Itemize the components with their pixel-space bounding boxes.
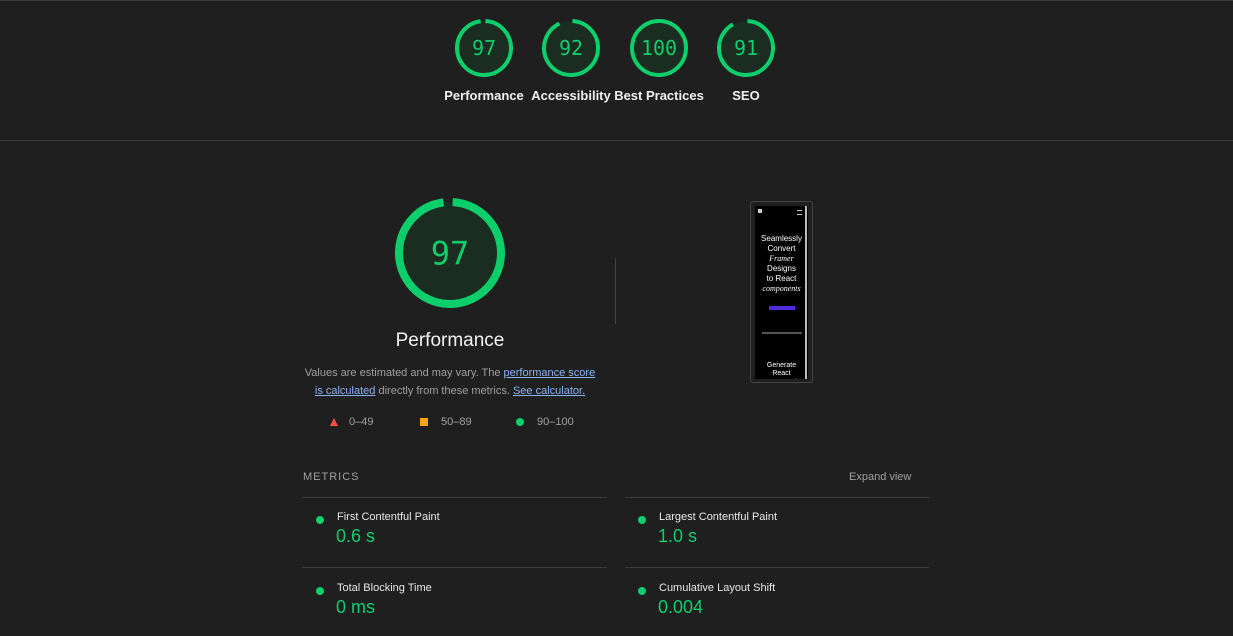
category-gauge-seo[interactable]: 91 SEO — [701, 18, 791, 105]
pass-circle-icon — [316, 516, 324, 524]
legend-pass: 90–100 — [515, 416, 574, 428]
screenshot-content: Seamlessly Convert Framer Designs to Rea… — [755, 206, 808, 379]
cta-button — [768, 306, 795, 310]
performance-score-link[interactable]: performance score is calculated — [314, 367, 596, 397]
metrics-heading: METRICS — [303, 471, 360, 483]
performance-description: Values are estimated and may vary. The p… — [304, 367, 596, 397]
divider — [625, 497, 929, 498]
category-label: Best Practices — [614, 88, 704, 103]
category-label: Performance — [444, 88, 524, 103]
scrollbar — [805, 206, 807, 379]
divider — [625, 567, 929, 568]
svg-text:100: 100 — [641, 36, 677, 60]
legend-fail: 0–49 — [329, 416, 373, 428]
category-label: SEO — [732, 88, 760, 103]
logo-icon — [758, 209, 762, 213]
pass-circle-icon — [638, 587, 646, 595]
category-label: Accessibility — [531, 88, 611, 103]
top-divider — [0, 0, 1233, 1]
triangle-icon — [330, 418, 338, 426]
gauge-arc — [717, 19, 775, 77]
header-divider — [0, 140, 1233, 141]
pass-circle-icon — [316, 587, 324, 595]
see-calculator-link[interactable]: See calculator. — [512, 385, 586, 397]
circle-icon — [516, 418, 524, 426]
category-gauge-best-practices[interactable]: 100 Best Practices — [614, 18, 704, 105]
menu-icon — [797, 210, 802, 215]
legend-average: 50–89 — [419, 416, 472, 428]
performance-gauge: 97 — [395, 197, 505, 313]
pass-circle-icon — [638, 516, 646, 524]
svg-text:97: 97 — [472, 36, 496, 60]
divider — [302, 497, 607, 498]
svg-text:97: 97 — [431, 235, 470, 273]
svg-text:91: 91 — [734, 36, 758, 60]
gauge-arc — [630, 19, 688, 77]
gauge-arc — [542, 19, 600, 77]
vertical-divider — [615, 258, 616, 324]
performance-title: Performance — [395, 330, 505, 351]
gauge-arc — [455, 19, 513, 77]
expand-view-button[interactable]: Expand view — [849, 471, 912, 483]
final-screenshot[interactable]: Seamlessly Convert Framer Designs to Rea… — [750, 201, 813, 383]
square-icon — [420, 418, 428, 426]
category-gauge-performance[interactable]: 97 Performance — [439, 18, 529, 105]
svg-text:92: 92 — [559, 36, 583, 60]
divider — [302, 567, 607, 568]
category-gauge-accessibility[interactable]: 92 Accessibility — [526, 18, 616, 105]
